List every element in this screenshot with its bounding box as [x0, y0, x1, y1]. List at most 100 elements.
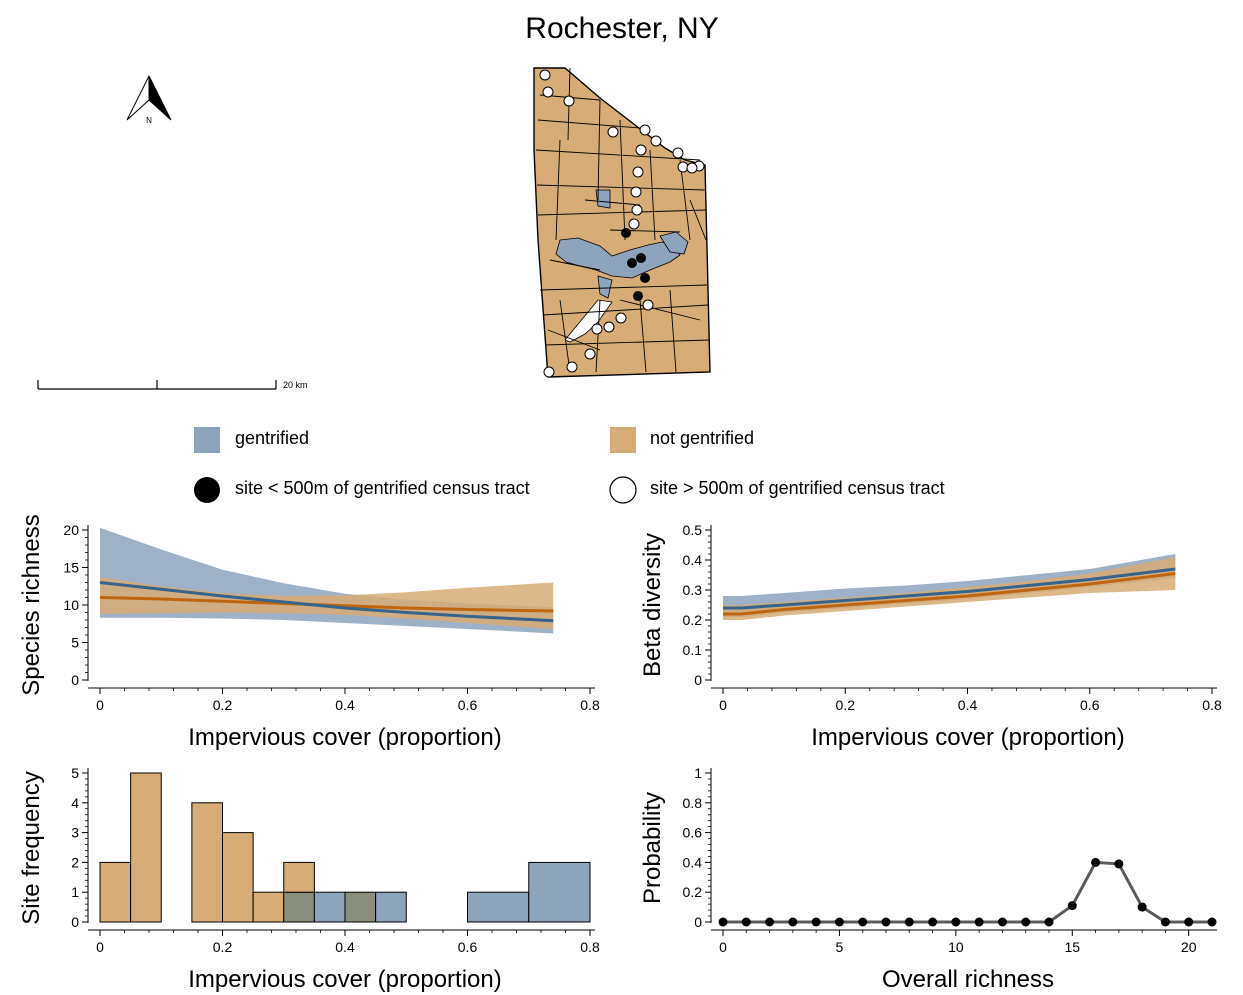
y-tick-label: 5: [71, 635, 79, 651]
site-far-marker: [542, 86, 554, 98]
fit-line-gentrified: [723, 567, 1176, 610]
x-tick-label: 15: [1064, 939, 1080, 955]
y-tick-label: 3: [71, 825, 79, 841]
site-far-marker: [672, 147, 684, 159]
y-tick-label: 5: [71, 765, 79, 781]
probability-point: [1114, 859, 1124, 869]
y-tick-label: 0.8: [683, 795, 703, 811]
x-tick-label: 0: [719, 697, 727, 713]
x-tick-label: 0.4: [335, 697, 355, 713]
bar-not-gentrified: [252, 891, 285, 923]
site-far-marker: [603, 321, 615, 333]
tract-boundary: [537, 209, 707, 216]
y-tick-label: 1: [71, 884, 79, 900]
x-axis-title: Overall richness: [882, 966, 1054, 993]
tract-boundary: [689, 199, 707, 241]
x-tick-label: 0.6: [1080, 697, 1100, 713]
y-tick-label: 10: [63, 597, 79, 613]
site-near-marker: [621, 228, 631, 238]
tract-boundary: [609, 229, 681, 233]
y-tick-label: 0.5: [683, 522, 703, 538]
site-near-marker: [633, 291, 643, 301]
y-tick-label: 20: [63, 522, 79, 538]
scale-bar: 20 km: [37, 380, 308, 390]
site-near-marker: [636, 253, 646, 263]
site-far-marker: [539, 69, 551, 81]
tract-boundary: [597, 99, 601, 201]
water-body: [564, 299, 613, 343]
fit-line-gentrified: [99, 581, 554, 623]
site-far-marker: [631, 204, 643, 216]
probability-point: [765, 917, 775, 927]
panel-beta: 0 0.1 0.2 0.3 0.4 0.5 0 0.2 0.4 0.6 0.8 Impervious …: [639, 522, 1222, 751]
probability-point: [1091, 857, 1101, 867]
scale-label: 20 km: [283, 380, 308, 390]
probability-point: [1067, 901, 1077, 911]
y-tick-label: 2: [71, 854, 79, 870]
tract-boundary: [555, 139, 561, 241]
x-tick-label: 5: [836, 939, 844, 955]
x-tick-label: 0.2: [213, 939, 233, 955]
y-tick-label: 0.2: [683, 612, 703, 628]
north-arrow-icon: N: [126, 75, 172, 125]
y-tick-label: 0: [71, 914, 79, 930]
probability-point: [811, 917, 821, 927]
y-tick-label: 15: [63, 560, 79, 576]
bar-not-gentrified: [99, 861, 132, 923]
tract-boundary: [547, 329, 601, 351]
site-far-marker: [628, 218, 640, 230]
probability-point: [928, 917, 938, 927]
y-tick-label: 0.4: [683, 854, 703, 870]
y-axis-title: Probability: [639, 792, 666, 904]
y-tick-label: 0.1: [683, 642, 703, 658]
north-label: N: [146, 116, 152, 125]
tract-boundary: [649, 149, 656, 241]
probability-point: [1044, 917, 1054, 927]
panel-richness: 0 5 10 15 20 0 0.2 0.4 0.6 0.8 Impervious cover (p…: [18, 514, 600, 751]
probability-point: [1184, 917, 1194, 927]
tract-boundary: [535, 149, 701, 161]
x-tick-label: 0.4: [958, 697, 978, 713]
bar-gentrified: [528, 861, 591, 923]
y-tick-label: 4: [71, 795, 79, 811]
x-axis-title: Impervious cover (proportion): [811, 724, 1124, 751]
x-tick-label: 0.8: [580, 697, 600, 713]
probability-point: [997, 917, 1007, 927]
x-tick-label: 0: [96, 939, 104, 955]
site-near-marker: [627, 258, 637, 268]
gentrified-tract: [595, 189, 611, 209]
bar-gentrified: [313, 891, 346, 923]
legend: gentrified not gentrified site < 500m of…: [194, 427, 945, 504]
bar-not-gentrified: [283, 861, 315, 893]
legend-swatch-gentrified: [194, 427, 220, 453]
probability-point: [1207, 917, 1217, 927]
probability-point: [788, 917, 798, 927]
tract-boundary: [559, 299, 571, 373]
probability-point: [951, 917, 961, 927]
tract-boundary: [639, 299, 647, 373]
tract-boundary: [539, 284, 708, 291]
y-axis-title: Beta diversity: [639, 533, 666, 677]
bar-overlap: [283, 891, 315, 923]
tract-boundary: [619, 119, 626, 241]
bar-not-gentrified: [222, 832, 254, 923]
x-tick-label: 0.2: [213, 697, 233, 713]
site-far-marker: [607, 126, 619, 138]
y-tick-label: 0: [694, 672, 702, 688]
probability-point: [741, 917, 751, 927]
probability-point: [834, 917, 844, 927]
tract-boundary: [619, 299, 701, 321]
site-far-marker: [639, 124, 651, 136]
site-far-marker: [563, 95, 575, 107]
legend-label-site-near: site < 500m of gentrified census tract: [235, 478, 530, 498]
bar-not-gentrified: [191, 802, 223, 923]
probability-point: [904, 917, 914, 927]
site-far-marker: [543, 366, 555, 378]
y-axis-title: Site frequency: [18, 771, 45, 924]
bar-overlap: [344, 891, 377, 923]
site-far-marker: [635, 144, 647, 156]
probability-point: [858, 917, 868, 927]
tract-boundary: [679, 159, 691, 241]
